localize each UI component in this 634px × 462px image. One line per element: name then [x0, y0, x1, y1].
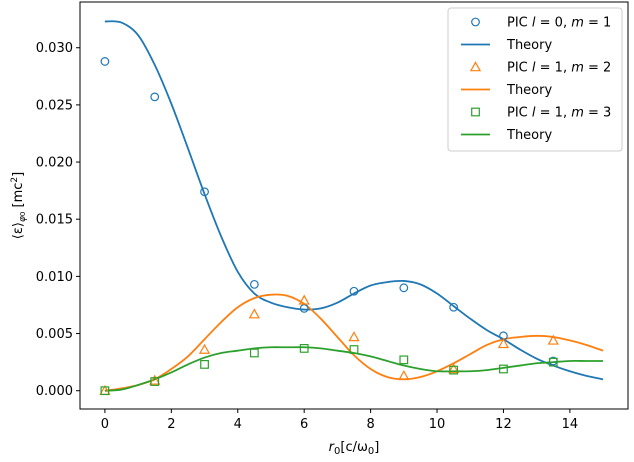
pic-point-circle	[299, 303, 309, 313]
pic-point-circle	[200, 187, 209, 197]
x-tick-label: 4	[234, 417, 242, 432]
x-tick-label: 0	[101, 417, 109, 432]
legend-entry-label: PIC l = 0, m = 1	[507, 16, 611, 31]
pic-point-square	[100, 386, 110, 396]
x-tick-label: 12	[495, 417, 512, 432]
legend: PIC l = 0, m = 1 Theory PIC l = 1, m = 2 Th…	[447, 7, 623, 152]
theory-line-3	[104, 293, 604, 392]
pic-point-circle	[100, 57, 110, 66]
pic-point-square	[399, 355, 409, 365]
pic-point-square	[299, 344, 309, 353]
legend-entry-label: PIC l = 1, m = 2	[507, 61, 611, 76]
pic-point-square	[150, 377, 160, 386]
x-tick-label: 10	[429, 417, 446, 432]
pic-point-triangle	[348, 331, 360, 342]
pic-point-square	[349, 345, 359, 354]
pic-point-square	[200, 360, 209, 369]
theory-line-1	[104, 20, 604, 381]
pic-point-circle	[349, 286, 359, 296]
pic-point-square	[449, 365, 459, 375]
pic-point-triangle	[248, 308, 260, 319]
y-tick-label: 0.010	[36, 270, 73, 285]
legend-entry-label: Theory	[506, 128, 552, 143]
legend-entry-label: PIC l = 1, m = 3	[507, 106, 611, 121]
y-axis: 0.000 0.005 0.010 0.015 0.020 0.025 0.030	[36, 41, 80, 399]
pic-point-triangle	[198, 343, 211, 354]
pic-point-triangle	[497, 337, 510, 349]
plot-frame	[79, 1, 629, 410]
pic-point-square	[499, 364, 508, 374]
y-tick-label: 0.025	[36, 98, 73, 113]
x-tick-label: 2	[167, 417, 175, 432]
y-tick-label: 0.005	[36, 327, 73, 342]
y-axis-label: ⟨ε⟩φ0 [mc2]	[10, 172, 28, 239]
pic-point-circle	[249, 279, 259, 289]
legend-entry-label: Theory	[506, 83, 552, 98]
legend-box	[447, 7, 623, 152]
pic-point-square	[548, 357, 558, 367]
legend-marker-square	[471, 107, 480, 117]
y-tick-label: 0.030	[36, 41, 73, 56]
legend-entry-label: Theory	[506, 38, 552, 53]
pic-point-triangle	[448, 363, 460, 374]
y-tick-label: 0.020	[36, 156, 73, 171]
pic-point-triangle	[149, 374, 161, 385]
x-tick-label: 8	[366, 417, 374, 432]
pic-point-triangle	[298, 294, 310, 305]
x-axis-label: r0[c/ω0]	[329, 440, 380, 457]
y-tick-label: 0.015	[36, 213, 73, 228]
x-axis: 0 2 4 6 8 10 12 14	[101, 409, 578, 432]
pic-point-triangle	[547, 334, 559, 345]
x-tick-label: 14	[562, 417, 579, 432]
legend-marker-circle	[471, 17, 480, 27]
pic-point-triangle	[398, 370, 410, 381]
pic-point-circle	[150, 92, 160, 102]
pic-point-square	[249, 348, 259, 358]
pic-point-circle	[399, 283, 409, 293]
pic-point-circle	[449, 302, 459, 312]
series-layer	[99, 20, 604, 396]
y-tick-label: 0.000	[36, 384, 73, 399]
legend-marker-triangle	[469, 61, 482, 72]
x-tick-label: 6	[300, 417, 308, 432]
